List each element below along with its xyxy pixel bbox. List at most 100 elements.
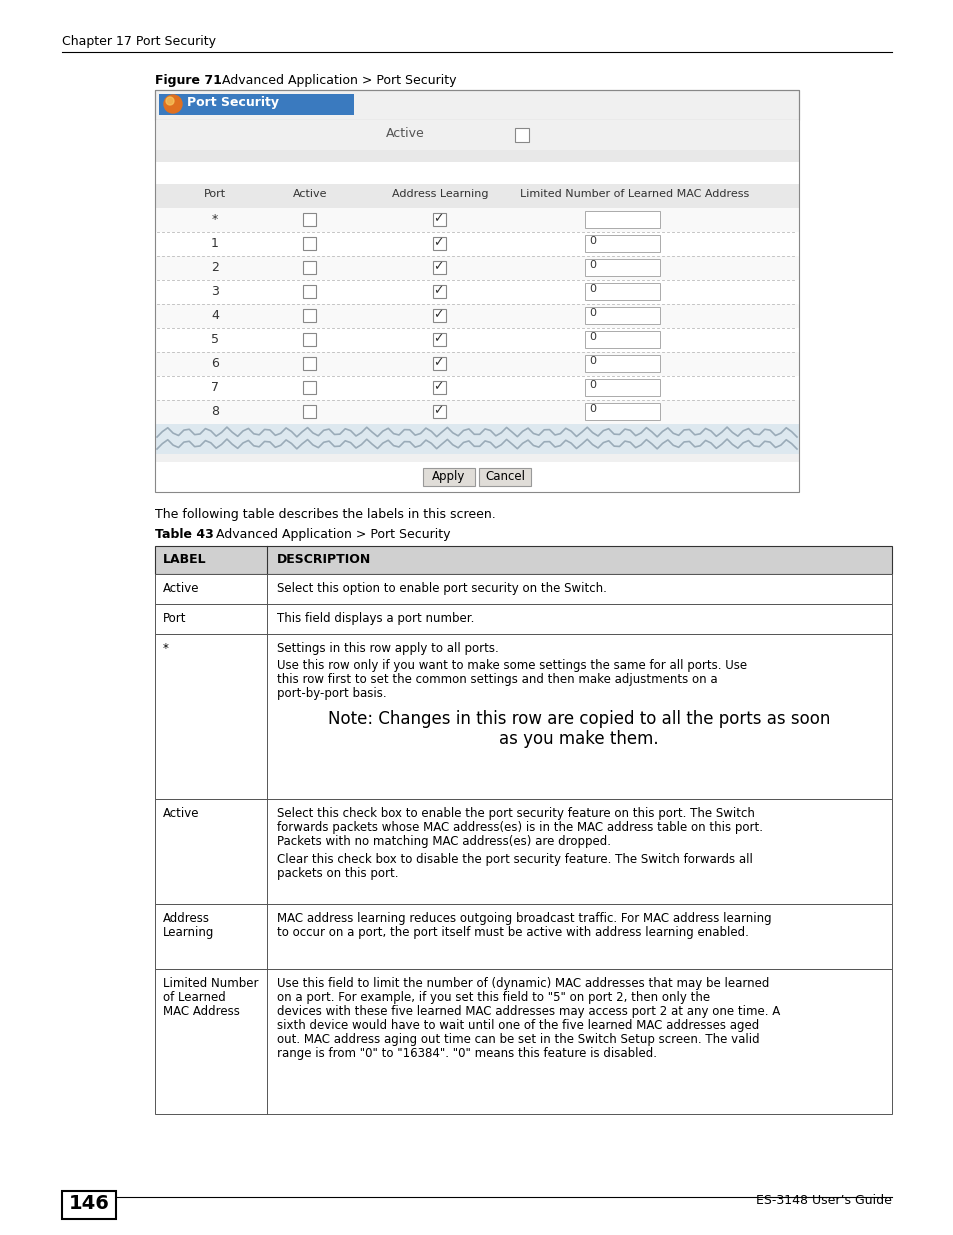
Bar [584, 235, 659, 252]
Bar [303, 285, 315, 298]
Bar [154, 149, 799, 162]
Text: ✓: ✓ [433, 404, 443, 417]
Text: Address Learning: Address Learning [392, 189, 488, 199]
Text: 0: 0 [588, 332, 596, 342]
Text: Learning: Learning [163, 926, 214, 939]
Bar [154, 546, 891, 574]
Text: Advanced Application > Port Security: Advanced Application > Port Security [222, 74, 456, 86]
Bar [303, 333, 315, 346]
Text: 0: 0 [588, 261, 596, 270]
Bar [584, 354, 659, 372]
Bar [154, 574, 891, 604]
Bar [584, 211, 659, 228]
Text: Packets with no matching MAC address(es) are dropped.: Packets with no matching MAC address(es)… [276, 835, 610, 848]
Bar [433, 382, 446, 394]
Text: ✓: ✓ [433, 332, 443, 345]
Text: Use this field to limit the number of (dynamic) MAC addresses that may be learne: Use this field to limit the number of (d… [276, 977, 768, 990]
Text: 0: 0 [588, 380, 596, 390]
Text: packets on this port.: packets on this port. [276, 867, 398, 881]
Text: 0: 0 [588, 284, 596, 294]
Bar [433, 357, 446, 370]
Text: 0: 0 [588, 356, 596, 366]
Bar [303, 309, 315, 322]
Text: forwards packets whose MAC address(es) is in the MAC address table on this port.: forwards packets whose MAC address(es) i… [276, 821, 762, 834]
Text: 146: 146 [69, 1194, 110, 1213]
Bar [154, 352, 799, 375]
Text: Port: Port [163, 613, 186, 625]
Bar [154, 184, 799, 207]
Bar [303, 382, 315, 394]
Bar [422, 468, 475, 487]
Bar [303, 261, 315, 274]
Text: 3: 3 [211, 285, 218, 298]
Text: to occur on a port, the port itself must be active with address learning enabled: to occur on a port, the port itself must… [276, 926, 748, 939]
Text: Active: Active [293, 189, 327, 199]
Text: Cancel: Cancel [484, 471, 524, 483]
Bar [478, 468, 531, 487]
Text: devices with these five learned MAC addresses may access port 2 at any one time.: devices with these five learned MAC addr… [276, 1005, 780, 1018]
Text: 0: 0 [588, 404, 596, 414]
Text: The following table describes the labels in this screen.: The following table describes the labels… [154, 508, 496, 521]
Text: ✓: ✓ [433, 308, 443, 321]
Bar [303, 237, 315, 249]
Text: Port: Port [204, 189, 226, 199]
Bar [154, 969, 891, 1114]
Bar [154, 604, 891, 634]
Text: Active: Active [163, 582, 199, 595]
Text: sixth device would have to wait until one of the five learned MAC addresses aged: sixth device would have to wait until on… [276, 1019, 759, 1032]
Text: 2: 2 [211, 261, 218, 274]
Text: port-by-port basis.: port-by-port basis. [276, 687, 386, 700]
Text: Figure 71: Figure 71 [154, 74, 231, 86]
Text: 8: 8 [211, 405, 219, 417]
Bar [433, 285, 446, 298]
Bar [154, 162, 799, 184]
Text: 5: 5 [211, 333, 219, 346]
Text: of Learned: of Learned [163, 990, 226, 1004]
Bar [433, 261, 446, 274]
Bar [433, 237, 446, 249]
Text: Active: Active [385, 127, 424, 140]
Text: DESCRIPTION: DESCRIPTION [276, 553, 371, 566]
Bar [154, 375, 799, 400]
Bar [433, 309, 446, 322]
Text: *: * [212, 212, 218, 226]
Text: Limited Number of Learned MAC Address: Limited Number of Learned MAC Address [519, 189, 749, 199]
Bar [154, 120, 799, 149]
Bar [584, 379, 659, 396]
Bar [154, 634, 891, 799]
Text: Use this row only if you want to make some settings the same for all ports. Use: Use this row only if you want to make so… [276, 659, 746, 672]
Text: *: * [163, 642, 169, 655]
Text: Limited Number: Limited Number [163, 977, 258, 990]
Text: this row first to set the common settings and then make adjustments on a: this row first to set the common setting… [276, 673, 717, 685]
Bar [154, 207, 799, 232]
Text: on a port. For example, if you set this field to "5" on port 2, then only the: on a port. For example, if you set this … [276, 990, 709, 1004]
Bar [584, 259, 659, 275]
Text: ✓: ✓ [433, 284, 443, 296]
Circle shape [166, 98, 173, 105]
Text: as you make them.: as you make them. [498, 730, 659, 748]
Text: 0: 0 [588, 308, 596, 317]
Text: Apply: Apply [432, 471, 465, 483]
Text: Address: Address [163, 911, 210, 925]
Bar [433, 333, 446, 346]
Text: ✓: ✓ [433, 261, 443, 273]
Text: 7: 7 [211, 382, 219, 394]
Text: 6: 6 [211, 357, 218, 370]
Bar [303, 357, 315, 370]
Bar [584, 403, 659, 420]
Bar [154, 90, 799, 492]
Circle shape [164, 95, 182, 112]
Text: ✓: ✓ [433, 236, 443, 249]
Text: ✓: ✓ [433, 356, 443, 369]
Bar [584, 283, 659, 300]
Text: 1: 1 [211, 237, 218, 249]
Text: MAC address learning reduces outgoing broadcast traffic. For MAC address learnin: MAC address learning reduces outgoing br… [276, 911, 771, 925]
Bar [584, 331, 659, 348]
Bar [154, 232, 799, 256]
Text: Select this option to enable port security on the Switch.: Select this option to enable port securi… [276, 582, 606, 595]
Bar [154, 304, 799, 329]
Bar [154, 280, 799, 304]
Text: Port Security: Port Security [187, 96, 278, 109]
Text: 0: 0 [588, 236, 596, 246]
Bar [433, 405, 446, 417]
